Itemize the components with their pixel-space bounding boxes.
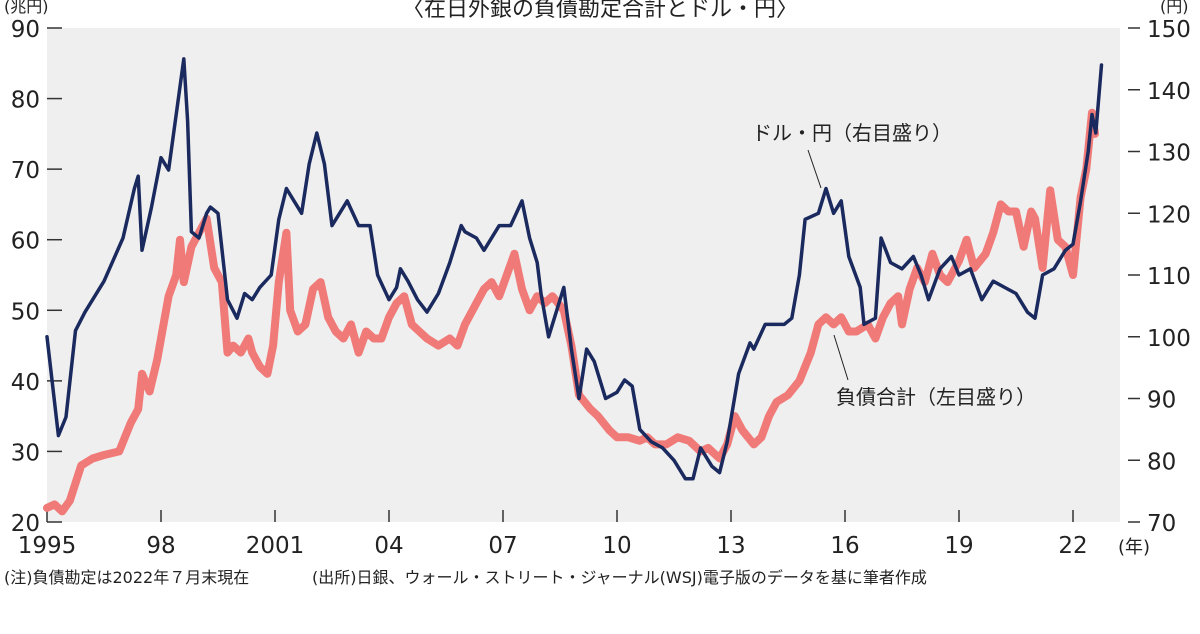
note-text: (注)負債勘定は2022年７月末現在 xyxy=(4,568,249,587)
liabilities-annotation-leader xyxy=(833,334,849,381)
x-tick-label: 98 xyxy=(146,533,175,559)
left-tick-label: 40 xyxy=(11,370,40,396)
left-tick-label: 90 xyxy=(11,17,40,43)
liabilities-series-label: 負債合計（左目盛り） xyxy=(836,385,1036,409)
left-tick-label: 50 xyxy=(11,299,40,325)
right-axis-unit: (円) xyxy=(1160,0,1189,16)
x-tick-label: 19 xyxy=(944,533,973,559)
usdjpy-line xyxy=(45,57,1104,481)
x-tick-label: 10 xyxy=(602,533,631,559)
right-tick-label: 70 xyxy=(1147,511,1176,537)
right-tick-label: 90 xyxy=(1147,388,1176,414)
left-tick-label: 80 xyxy=(11,88,40,114)
x-tick-label: 1995 xyxy=(18,533,77,559)
source-text: (出所)日銀、ウォール・ストリート・ジャーナル(WSJ)電子版のデータを基に筆者… xyxy=(312,568,927,587)
right-tick-label: 150 xyxy=(1147,17,1191,43)
right-tick-label: 110 xyxy=(1147,264,1191,290)
left-tick-label: 30 xyxy=(11,440,40,466)
chart-title: 〈在日外銀の負債勘定合計とドル・円〉 xyxy=(402,0,798,22)
left-tick-label: 20 xyxy=(11,511,40,537)
x-tick-label: 07 xyxy=(488,533,517,559)
right-tick-label: 140 xyxy=(1147,79,1191,105)
x-tick-label: 13 xyxy=(716,533,745,559)
right-tick-label: 80 xyxy=(1147,449,1176,475)
left-tick-label: 70 xyxy=(11,158,40,184)
x-tick-label: 04 xyxy=(374,533,403,559)
usdjpy-annotation-leader xyxy=(807,149,822,189)
right-tick-label: 130 xyxy=(1147,141,1191,167)
right-tick-label: 120 xyxy=(1147,202,1191,228)
left-axis-unit: (兆円) xyxy=(4,0,49,16)
right-tick-label: 100 xyxy=(1147,326,1191,352)
x-tick-label: 16 xyxy=(830,533,859,559)
usdjpy-series-label: ドル・円（右目盛り） xyxy=(752,121,952,145)
x-axis-unit: (年) xyxy=(1118,537,1150,558)
liabilities-line xyxy=(43,108,1099,516)
left-tick-label: 60 xyxy=(11,229,40,255)
x-tick-label: 2001 xyxy=(246,533,305,559)
x-tick-label: 22 xyxy=(1058,533,1087,559)
